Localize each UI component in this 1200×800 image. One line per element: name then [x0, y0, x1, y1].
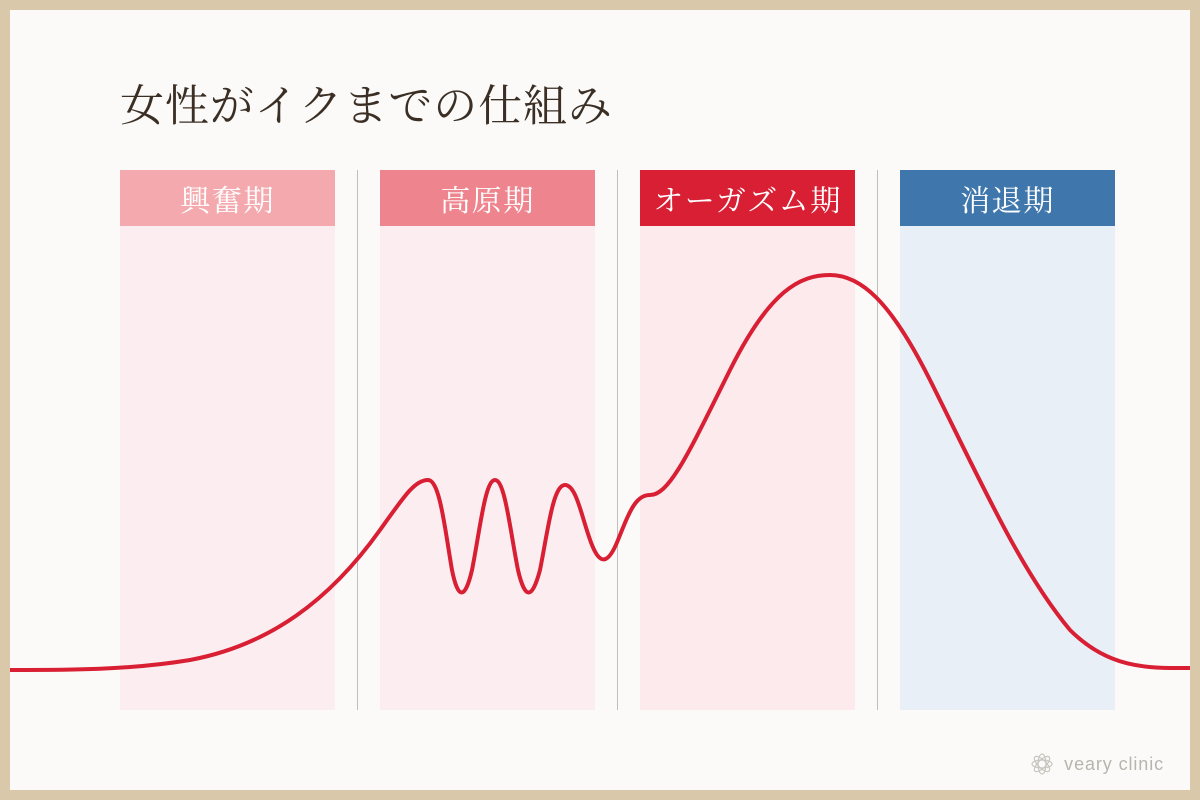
brand-logo-icon	[1030, 752, 1054, 776]
brand-text: veary clinic	[1064, 754, 1164, 775]
brand-mark: veary clinic	[1030, 752, 1164, 776]
diagram-frame: 女性がイクまでの仕組み 興奮期高原期オーガズム期消退期 veary clinic	[0, 0, 1200, 800]
response-curve	[10, 170, 1190, 710]
diagram-title: 女性がイクまでの仕組み	[120, 70, 613, 134]
